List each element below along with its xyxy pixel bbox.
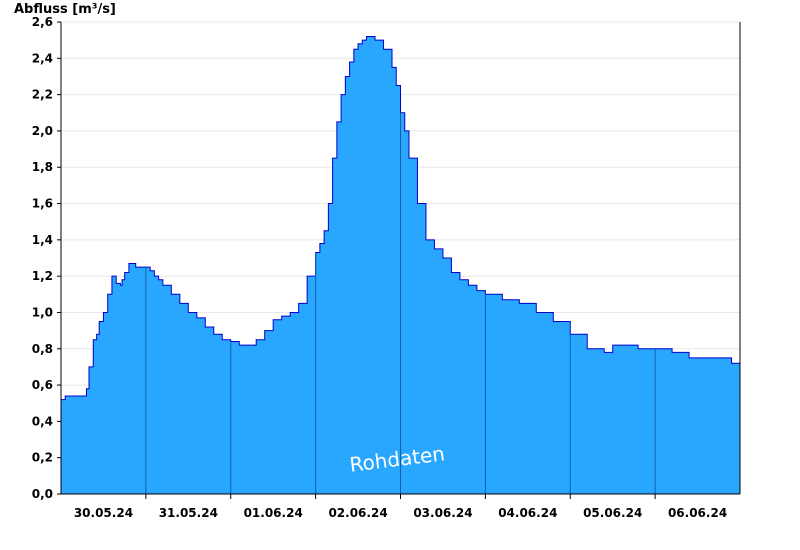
y-tick-label: 1,0 [32, 305, 53, 319]
y-tick-label: 2,0 [32, 124, 53, 138]
x-tick-label: 02.06.24 [328, 506, 387, 520]
y-tick-label: 1,2 [32, 269, 53, 283]
y-tick-labels: 0,0 0,2 0,4 0,6 0,8 1,0 1,2 1,4 1,6 1,8 2,0 2,2 2,4 2… [32, 15, 61, 501]
x-tick-label: 05.06.24 [583, 506, 642, 520]
y-tick-label: 0,6 [32, 378, 53, 392]
y-tick-label: 0,4 [32, 414, 53, 428]
y-tick-label: 2,6 [32, 15, 53, 29]
discharge-line [61, 36, 740, 401]
y-tick-label: 2,4 [32, 51, 53, 65]
y-tick-label: 2,2 [32, 88, 53, 102]
y-tick-label: 1,4 [32, 233, 53, 247]
day-separators [145, 112, 656, 499]
x-tick-label: 31.05.24 [159, 506, 218, 520]
y-axis-label: Abfluss [m³/s] [14, 2, 116, 17]
x-tick-label: 03.06.24 [413, 506, 472, 520]
y-tick-label: 0,2 [32, 451, 53, 465]
y-tick-label: 1,8 [32, 160, 53, 174]
y-tick-label: 0,0 [32, 487, 53, 501]
x-tick-label: 01.06.24 [244, 506, 303, 520]
y-tick-label: 1,6 [32, 197, 53, 211]
x-tick-label: 04.06.24 [498, 506, 557, 520]
x-tick-label: 06.06.24 [668, 506, 727, 520]
x-tick-label: 30.05.24 [74, 506, 133, 520]
y-tick-label: 0,8 [32, 342, 53, 356]
x-tick-labels: 30.05.24 31.05.24 01.06.24 02.06.24 03.06.24… [74, 506, 727, 520]
